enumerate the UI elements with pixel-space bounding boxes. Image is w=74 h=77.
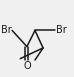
Text: Br: Br	[56, 25, 67, 35]
Text: Br: Br	[1, 25, 11, 35]
Text: O: O	[23, 61, 31, 71]
